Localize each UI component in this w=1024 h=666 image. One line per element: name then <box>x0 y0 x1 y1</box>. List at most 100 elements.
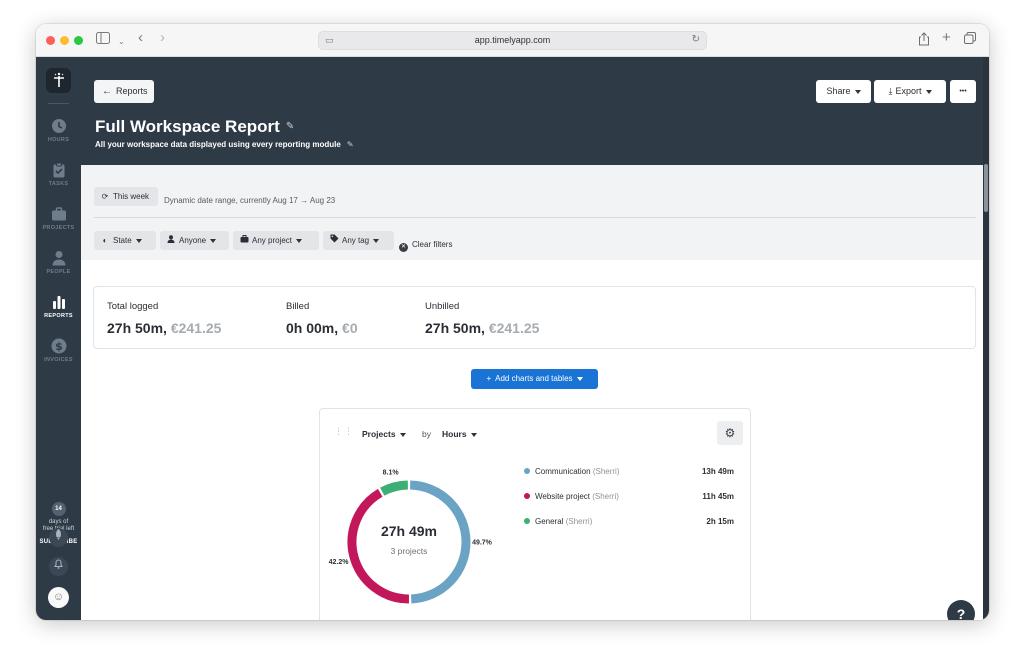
report-header: ← Reports Share ⤓ Export ••• Full Workspac… <box>81 57 989 165</box>
bell-icon[interactable] <box>49 557 68 576</box>
sidebar-item-invoices[interactable]: $ INVOICES <box>36 338 81 363</box>
group-by-select[interactable]: Projects <box>362 429 406 439</box>
donut-center-value: 27h 49m <box>381 523 437 539</box>
close-window-button[interactable] <box>46 36 55 45</box>
add-charts-button[interactable]: + Add charts and tables <box>471 369 598 389</box>
address-bar[interactable]: ▭ app.timelyapp.com ↻ <box>318 31 707 50</box>
back-nav-icon[interactable]: ‹ <box>138 29 143 46</box>
tag-filter[interactable]: Any tag <box>323 231 394 250</box>
slice-percent-label: 49.7% <box>472 539 493 546</box>
half-circle-icon: ◐ <box>102 236 108 245</box>
legend-owner: (Sherri) <box>592 467 620 476</box>
avatar[interactable]: ☺ <box>48 587 69 608</box>
caret-down-icon <box>576 376 583 381</box>
legend-owner: (Sherri) <box>592 492 619 501</box>
caret-down-icon <box>470 432 477 437</box>
new-tab-icon[interactable]: + <box>942 29 951 46</box>
total-logged-amount: €241.25 <box>170 320 222 336</box>
donut-slice-website-project[interactable] <box>347 488 410 604</box>
donut-slice-communication[interactable] <box>409 480 471 604</box>
gear-icon[interactable]: ⚙ <box>717 421 743 445</box>
page-subtitle: All your workspace data displayed using … <box>95 140 354 149</box>
legend-project-name: Website project <box>535 492 593 501</box>
clear-filters-label: Clear filters <box>412 240 453 249</box>
legend-item[interactable]: Website project (Sherri) <box>524 492 619 501</box>
project-filter[interactable]: Any project <box>233 231 319 250</box>
billed-amount: €0 <box>342 320 358 336</box>
projects-chart-card: ⋮⋮ Projects by Hours ⚙ 27h 49m 3 project… <box>319 408 751 620</box>
scrollbar-thumb[interactable] <box>984 164 988 212</box>
date-range-button[interactable]: ⟳ This week <box>94 187 158 206</box>
forward-nav-icon[interactable]: › <box>160 29 165 46</box>
legend-dot <box>524 468 530 474</box>
drag-handle-icon[interactable]: ⋮⋮ <box>334 426 354 436</box>
report-title[interactable]: Full Workspace Report <box>95 117 280 136</box>
billed-label: Billed <box>286 301 310 312</box>
total-logged-time: 27h 50m, <box>107 320 167 336</box>
sidebar-divider <box>48 103 69 104</box>
people-filter-label: Anyone <box>179 236 207 245</box>
clock-icon <box>51 119 66 133</box>
report-description[interactable]: All your workspace data displayed using … <box>95 140 341 149</box>
clear-filters-button[interactable]: ✕ Clear filters <box>399 240 452 252</box>
billed-value: 0h 00m, €0 <box>286 320 358 336</box>
export-button[interactable]: ⤓ Export <box>874 80 946 103</box>
timely-logo-icon[interactable] <box>46 68 71 93</box>
filter-divider <box>94 217 976 218</box>
back-to-reports-button[interactable]: ← Reports <box>94 80 154 103</box>
scrollbar-track <box>983 57 989 620</box>
sidebar-item-label: PROJECTS <box>42 225 75 231</box>
edit-title-icon[interactable]: ✎ <box>285 121 295 132</box>
total-logged-value: 27h 50m, €241.25 <box>107 320 221 336</box>
tag-filter-label: Any tag <box>342 236 370 245</box>
caret-down-icon <box>210 238 217 243</box>
people-filter[interactable]: Anyone <box>160 231 229 250</box>
sidebar-item-projects[interactable]: PROJECTS <box>36 206 81 231</box>
metric-select[interactable]: Hours <box>442 429 477 439</box>
sidebar-item-hours[interactable]: HOURS <box>36 118 81 143</box>
legend-item[interactable]: General (Sherri) <box>524 517 592 526</box>
bar-chart-icon <box>52 296 65 309</box>
slice-percent-label: 8.1% <box>383 469 400 476</box>
total-logged-stat: Total logged 27h 50m, €241.25 <box>107 301 221 336</box>
share-icon[interactable] <box>918 32 930 50</box>
legend-item[interactable]: Communication (Sherri) <box>524 467 619 476</box>
legend-duration: 13h 49m <box>701 467 734 476</box>
chevron-down-icon[interactable]: ⌄ <box>118 37 125 46</box>
caret-down-icon <box>373 238 380 243</box>
sidebar-item-label: INVOICES <box>44 357 73 363</box>
more-options-button[interactable]: ••• <box>950 80 976 103</box>
edit-description-icon[interactable]: ✎ <box>346 140 354 149</box>
project-filter-label: Any project <box>252 236 293 245</box>
briefcase-icon <box>239 231 249 250</box>
briefcase-icon <box>51 207 66 221</box>
state-filter[interactable]: ◐ State <box>94 231 156 250</box>
unbilled-label: Unbilled <box>425 301 460 312</box>
sidebar-toggle-icon[interactable] <box>96 32 110 48</box>
rocket-icon[interactable] <box>49 528 68 547</box>
plus-icon: + <box>486 374 492 383</box>
summary-card: Total logged 27h 50m, €241.25 Billed 0h … <box>93 286 976 349</box>
arrow-left-icon: ← <box>102 86 112 97</box>
slice-percent-label: 42.2% <box>329 559 350 566</box>
reload-icon[interactable]: ↻ <box>691 34 700 45</box>
total-logged-label: Total logged <box>107 301 159 312</box>
billed-stat: Billed 0h 00m, €0 <box>286 301 358 336</box>
tabs-overview-icon[interactable] <box>964 32 976 48</box>
caret-down-icon <box>925 89 932 94</box>
minimize-window-button[interactable] <box>60 36 69 45</box>
sidebar-item-reports[interactable]: REPORTS <box>36 294 81 319</box>
sidebar-item-tasks[interactable]: TASKS <box>36 162 81 187</box>
sidebar-item-people[interactable]: PEOPLE <box>36 250 81 275</box>
help-button[interactable]: ? <box>947 600 975 620</box>
by-label: by <box>422 429 431 439</box>
dollar-icon: $ <box>51 338 66 354</box>
share-button[interactable]: Share <box>816 80 871 103</box>
sidebar-item-label: REPORTS <box>44 313 73 319</box>
donut-slice-general[interactable] <box>380 480 409 496</box>
legend-project-name: General <box>535 517 566 526</box>
maximize-window-button[interactable] <box>74 36 83 45</box>
donut-center-subtitle: 3 projects <box>391 546 428 556</box>
caret-down-icon <box>296 238 303 243</box>
filter-bar: ⟳ This week Dynamic date range, currently… <box>81 165 989 260</box>
